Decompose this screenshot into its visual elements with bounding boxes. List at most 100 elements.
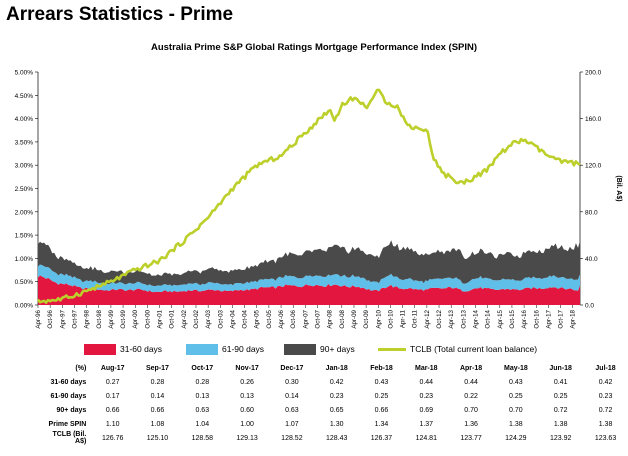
table-column-header: Feb-18 [370,364,393,372]
area-61-90-days [38,264,580,293]
x-tick-label: Apr-12 [424,309,431,328]
table-cell: 0.27 [105,378,120,386]
table-cell: 128.52 [281,434,303,442]
table-cell: 0.14 [150,392,165,400]
table-cell: 0.25 [374,392,389,400]
table-row: Prime SPIN 1.10 1.08 1.04 1.00 1.07 1.30 1.34 1.… [40,417,628,431]
table-cell: 0.41 [553,378,568,386]
table-cell: 123.63 [594,434,617,442]
x-tick-label: Oct-01 [169,309,176,328]
table-cell: 0.43 [374,378,389,386]
x-tick-label: Oct-00 [144,309,151,328]
table-cell: 0.63 [195,406,210,414]
x-tick-label: Apr-18 [570,309,577,328]
x-tick-label: Apr-03 [205,309,212,328]
x-tick-label: Oct-07 [315,309,322,328]
x-tick-label: Oct-17 [558,309,565,328]
table-cell: 1.38 [553,420,568,428]
table-cell: 0.28 [195,378,210,386]
table-cell: 129.13 [236,434,258,442]
table-unit-label: (%) [75,364,87,372]
table-cell: 0.25 [509,392,523,400]
table-column-header: Jan-18 [325,364,348,372]
x-tick-label: Apr-16 [521,309,528,328]
table-row-label: TCLB (Bil. A$) [52,431,87,445]
table-cell: 0.44 [464,378,478,386]
legend-swatch-tclb [378,347,406,351]
table-cell: 0.44 [419,378,434,386]
table-cell: 1.34 [374,420,389,428]
area-31-60-days [38,275,580,305]
legend-label-61-90: 61-90 days [222,344,265,354]
y-left-tick-label: 0.00% [15,303,34,310]
legend-label-tclb: TCLB (Total current loan balance) [410,344,538,354]
table-cell: 0.66 [150,406,165,414]
table-cell: 0.70 [464,406,478,414]
legend-label-90plus: 90+ days [320,344,355,354]
x-tick-label: Oct-13 [460,309,467,328]
table-column-header: Mar-18 [414,364,438,372]
table-row: 90+ days 0.66 0.66 0.63 0.60 0.63 0.65 0.66 0.69… [40,403,628,417]
x-tick-label: Oct-10 [387,309,394,328]
table-column-header: Apr-18 [459,364,483,372]
table-cell: 124.81 [415,434,437,442]
legend-item-61-90: 61-90 days [186,343,264,355]
x-tick-label: Apr-10 [375,309,382,328]
x-tick-label: Oct-04 [242,309,249,328]
table-cell: 0.60 [240,406,254,414]
table-row-label: 61-90 days [50,392,87,400]
x-tick-label: Apr-02 [181,309,188,328]
legend-swatch-90plus [284,343,316,355]
table-cell: 0.25 [553,392,568,400]
table-cell: 124.29 [505,434,527,442]
y-left-tick-label: 3.50% [15,139,34,146]
table-column-header: Sep-17 [146,364,169,372]
table-cell: 0.66 [374,406,389,414]
table-cell: 0.23 [419,392,434,400]
table-column-header: Aug-17 [100,364,125,372]
table-cell: 1.07 [285,420,299,428]
table-column-header: Jul-18 [595,364,616,372]
table-cell: 0.72 [598,406,613,414]
table-cell: 0.65 [329,406,344,414]
x-tick-label: Apr-11 [400,309,407,328]
table-cell: 0.23 [598,392,613,400]
arrears-data-table: (%) Aug-17 Sep-17 Oct-17 Nov-17 Dec-17 Jan-18 F… [40,361,628,446]
table-header-row: (%) Aug-17 Sep-17 Oct-17 Nov-17 Dec-17 Jan-18 F… [40,361,628,375]
table-cell: 0.30 [285,378,299,386]
x-tick-label: Apr-04 [229,309,236,328]
y-left-tick-label: 2.50% [15,186,34,193]
x-tick-label: Apr-01 [157,309,164,328]
table-cell: 1.38 [598,420,613,428]
y-right-tick-label: 200.0 [585,70,602,77]
table-cell: 0.28 [150,378,165,386]
legend-swatch-61-90 [186,343,218,355]
table-cell: 1.08 [150,420,165,428]
table-cell: 0.69 [419,406,434,414]
table-cell: 1.04 [195,420,210,428]
table-cell: 126.76 [101,434,124,442]
table-cell: 0.26 [240,378,254,386]
table-column-header: Jun-18 [549,364,572,372]
x-tick-label: Apr-14 [472,309,479,328]
table-cell: 1.38 [509,420,523,428]
x-tick-label: Oct-12 [436,309,443,328]
x-tick-label: Apr-99 [108,309,115,328]
x-tick-label: Apr-96 [35,309,42,328]
table-cell: 125.10 [146,434,169,442]
y-left-tick-label: 5.00% [15,70,34,77]
x-tick-label: Oct-16 [533,309,540,328]
table-cell: 0.42 [598,378,613,386]
x-tick-label: Apr-07 [302,309,309,328]
area-90-days [38,240,580,286]
y-right-axis-label: (Bil. A$) [615,175,622,201]
table-cell: 0.43 [509,378,523,386]
y-left-tick-label: 3.00% [15,163,34,170]
x-tick-label: Apr-13 [448,309,455,328]
table-cell: 0.14 [285,392,299,400]
y-right-tick-label: 40.0 [585,256,598,263]
x-tick-label: Oct-06 [290,309,297,328]
page-title: Arrears Statistics - Prime [6,4,234,25]
legend-label-31-60: 31-60 days [120,344,163,354]
table-cell: 0.42 [329,378,344,386]
